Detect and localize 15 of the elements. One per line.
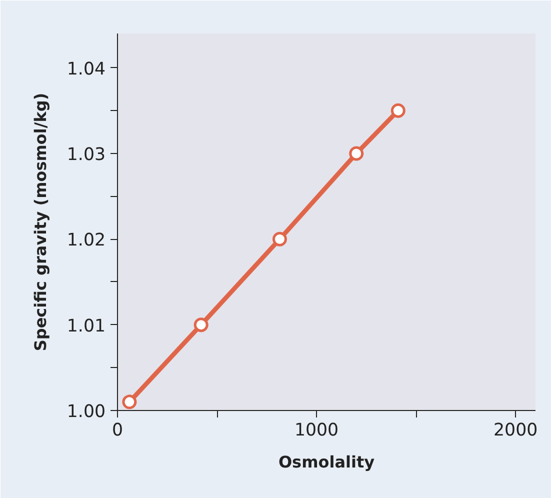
x-tick-label: 1000	[294, 420, 339, 440]
y-tick-label: 1.01	[66, 316, 106, 336]
y-tick-label: 1.04	[66, 59, 106, 80]
point	[272, 232, 287, 246]
point	[194, 318, 208, 332]
y-axis-title: Specific gravity (mosmol/kg)	[30, 92, 50, 352]
point	[122, 394, 137, 410]
point	[390, 103, 406, 118]
y-tick-label: 1.00	[66, 402, 106, 422]
x-tick-label: 0	[112, 420, 124, 440]
x-axis-title: Osmolality	[278, 452, 376, 472]
y-tick-label: 1.02	[66, 230, 106, 251]
x-tick-label: 2000	[494, 420, 538, 440]
y-tick-label: 1.03	[66, 144, 106, 165]
point	[349, 146, 364, 161]
